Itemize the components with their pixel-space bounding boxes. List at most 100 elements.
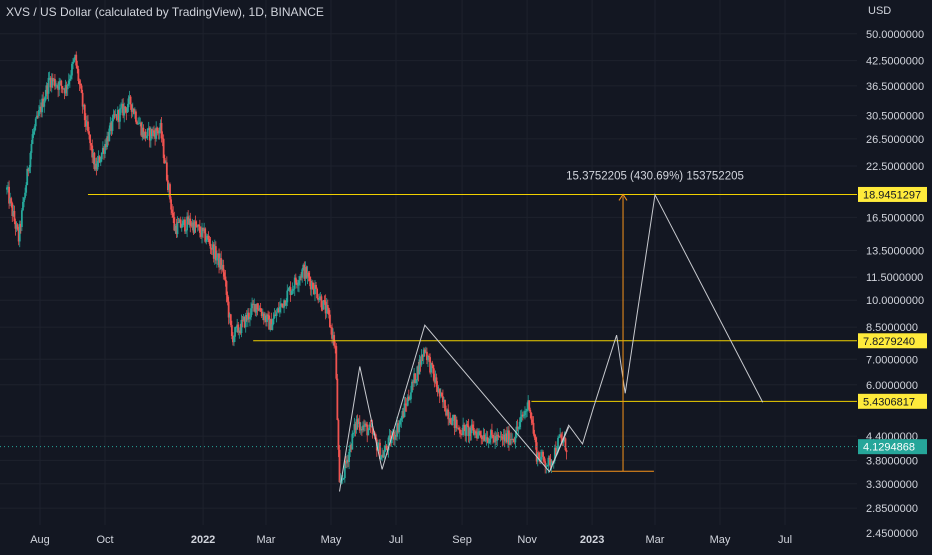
candle-body — [507, 430, 509, 443]
candle-body — [154, 132, 157, 139]
candle-body — [323, 300, 326, 302]
y-tick-label: 11.5000000 — [866, 272, 923, 284]
candle-body — [295, 282, 298, 285]
candle-body — [173, 217, 176, 231]
candle-body — [353, 424, 356, 433]
candle-body — [116, 110, 119, 120]
candle-body — [329, 314, 331, 328]
time-axis: Aug Oct 2022 Mar May Jul Sep Nov 2023 Mar May Jul — [0, 527, 857, 550]
candle-body — [52, 78, 55, 82]
y-tick-label: 2.4500000 — [866, 528, 918, 540]
measure-tool: 15.3752205 (430.69%) 153752205 — [551, 170, 744, 472]
candle-body — [205, 239, 208, 242]
candle-body — [563, 438, 566, 442]
currency-label[interactable]: USD — [868, 5, 892, 17]
candle-body — [450, 422, 453, 426]
candle-body — [491, 430, 493, 435]
candle-body — [460, 433, 462, 435]
candle-body — [324, 301, 327, 314]
candle-body — [388, 435, 391, 438]
candle-body — [222, 264, 225, 273]
candle-body — [28, 167, 31, 172]
candle-body — [500, 436, 503, 438]
candle-body — [392, 431, 395, 440]
candle-body — [319, 296, 322, 299]
candle-body — [341, 478, 344, 480]
candle-body — [540, 456, 542, 462]
horizontal-levels — [0, 193, 857, 448]
candle-body — [493, 438, 495, 443]
candle-body — [223, 272, 226, 277]
candle-body — [83, 104, 86, 121]
candle-body — [279, 303, 282, 307]
candle-body — [127, 98, 130, 108]
candle-body — [560, 434, 563, 439]
candle-body — [75, 54, 78, 66]
candle-body — [349, 444, 352, 452]
candle-body — [226, 294, 229, 302]
candle-body — [142, 127, 145, 138]
candle-body — [161, 138, 164, 140]
candle-body — [113, 114, 116, 116]
candle-body — [390, 437, 393, 444]
candle-body — [208, 238, 211, 244]
candle-body — [310, 282, 313, 290]
candle-body — [225, 281, 228, 295]
candle-body — [176, 222, 179, 235]
candle-body — [74, 54, 77, 60]
candle-body — [526, 408, 528, 411]
candle-body — [130, 104, 133, 112]
candle-body — [237, 324, 240, 333]
candle-body — [267, 314, 269, 316]
candle-body — [362, 425, 364, 431]
projection — [549, 193, 764, 472]
symbol-title[interactable]: XVS / US Dollar (calculated by TradingVi… — [6, 5, 324, 19]
candle-body — [163, 158, 166, 164]
candle-body — [545, 466, 548, 468]
candle-body — [445, 411, 447, 416]
candle-body — [288, 287, 291, 290]
candle-body — [38, 110, 40, 117]
candle-body — [301, 269, 304, 278]
candle-body — [218, 253, 220, 268]
candle-body — [234, 327, 236, 337]
candle-body — [25, 185, 28, 193]
candle-body — [207, 235, 210, 239]
candle-body — [120, 107, 122, 109]
candle-body — [427, 355, 429, 361]
candle-body — [165, 162, 168, 181]
candle-body — [210, 248, 213, 250]
candle-body — [429, 357, 432, 373]
x-tick-label: 2023 — [580, 534, 604, 546]
candle-body — [518, 421, 521, 428]
candle-body — [525, 410, 527, 412]
y-tick-label: 42.5000000 — [866, 56, 924, 68]
candle-body — [188, 218, 191, 225]
candle-body — [124, 106, 127, 109]
candle-body — [516, 426, 519, 429]
candle-body — [88, 131, 90, 135]
candle-body — [184, 219, 186, 232]
candle-body — [538, 457, 541, 462]
candle-body — [254, 304, 257, 313]
candle-body — [403, 403, 406, 418]
candle-body — [216, 257, 218, 261]
candle-body — [478, 431, 481, 433]
candle-body — [527, 400, 530, 409]
x-tick-label: Jul — [389, 534, 403, 546]
candle-body — [524, 411, 526, 416]
candle-body — [221, 264, 224, 270]
candle-body — [43, 100, 46, 107]
candle-body — [204, 228, 207, 242]
candle-body — [489, 430, 492, 439]
candle-body — [203, 228, 206, 232]
candle-body — [473, 431, 476, 435]
candles — [6, 51, 568, 485]
candle-body — [195, 226, 198, 228]
candle-body — [85, 121, 88, 127]
candle-body — [428, 355, 430, 358]
candle-body — [170, 199, 173, 210]
candle-body — [383, 451, 386, 458]
